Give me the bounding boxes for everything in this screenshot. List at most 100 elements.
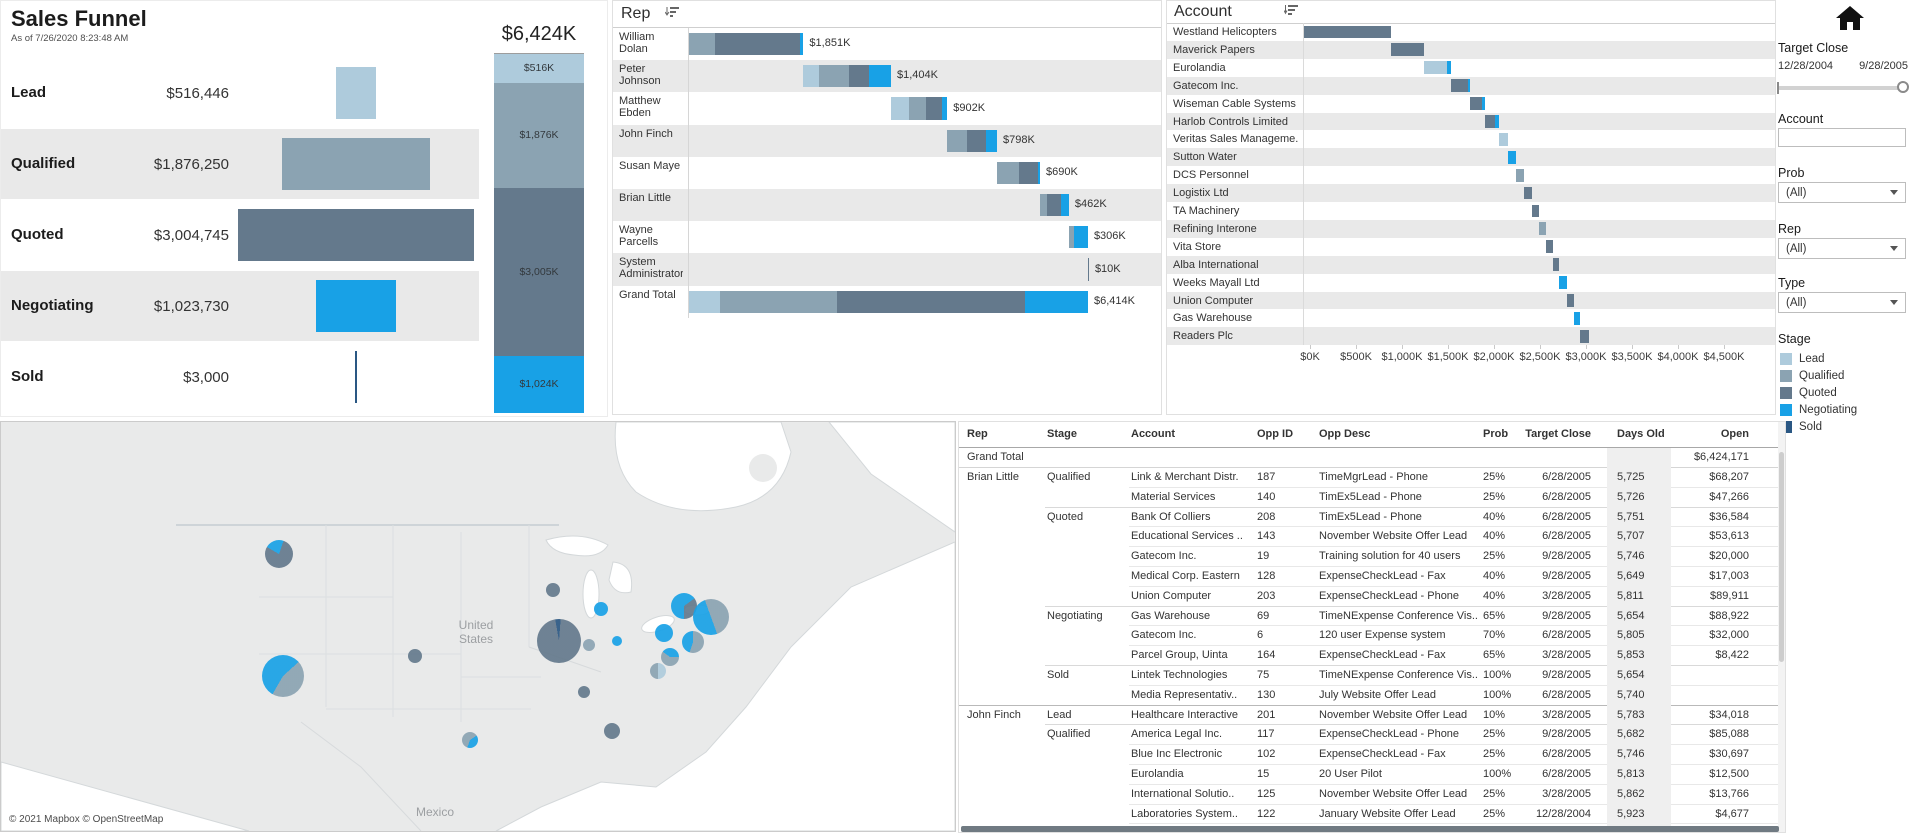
map-pie-bubble[interactable]: [265, 540, 293, 568]
map-pie-bubble[interactable]: [671, 593, 697, 619]
rep-bar-segment-quoted[interactable]: [715, 33, 801, 56]
funnel-stage-label[interactable]: Negotiating: [11, 296, 94, 314]
table-row[interactable]: Quoted Bank Of Colliers 208 TimEx5Lead - Ph…: [959, 506, 1785, 527]
account-name-label[interactable]: TA Machinery: [1173, 205, 1240, 217]
prob-filter-dropdown[interactable]: (All): [1778, 182, 1906, 203]
table-row[interactable]: Union Computer 203 ExpenseCheckLead - Phon…: [959, 585, 1785, 606]
account-bar-segment-quoted[interactable]: [1580, 329, 1590, 343]
map-pie-bubble[interactable]: [546, 583, 560, 597]
column-header-days_old[interactable]: Days Old: [1617, 428, 1665, 440]
target-close-slider-track[interactable]: [1778, 86, 1906, 90]
funnel-bar-negotiating[interactable]: [315, 280, 397, 332]
rep-bar-segment-qualified[interactable]: [688, 33, 716, 56]
table-row[interactable]: Gatecom Inc. 6 120 user Expense system 70% 6…: [959, 625, 1785, 646]
account-name-label[interactable]: Westland Helicopters: [1173, 26, 1277, 38]
rep-bar-segment-quoted[interactable]: [849, 65, 869, 88]
table-row[interactable]: Qualified America Legal Inc. 117 ExpenseChe…: [959, 724, 1785, 745]
account-name-label[interactable]: Harlob Controls Limited: [1173, 115, 1288, 128]
rep-bar-segment-quoted[interactable]: [1087, 258, 1089, 281]
rep-name-label[interactable]: System Administrator: [619, 257, 683, 280]
account-filter-input[interactable]: [1778, 128, 1906, 147]
rep-name-label[interactable]: Brian Little: [619, 193, 671, 204]
account-name-label[interactable]: Readers Plc: [1173, 330, 1233, 343]
target-close-slider-left-handle[interactable]: [1777, 82, 1779, 94]
map-pie-bubble[interactable]: [462, 732, 478, 748]
column-header-target_close[interactable]: Target Close: [1525, 428, 1591, 440]
account-bar-segment-quoted[interactable]: [1470, 97, 1483, 110]
rep-bar-segment-negotiating[interactable]: [1024, 290, 1088, 313]
rep-name-label[interactable]: Matthew Ebden: [619, 96, 661, 119]
table-row[interactable]: Educational Services .. 143 November Websi…: [959, 526, 1785, 547]
table-horizontal-scrollbar[interactable]: [961, 826, 1779, 832]
column-header-prob[interactable]: Prob: [1483, 428, 1509, 440]
account-bar-segment-quoted[interactable]: [1567, 294, 1574, 307]
account-name-label[interactable]: Logistix Ltd: [1173, 187, 1229, 200]
account-bar-segment-quoted[interactable]: [1531, 204, 1539, 218]
rep-bar-segment-qualified[interactable]: [1040, 194, 1048, 217]
account-bar-segment-quoted[interactable]: [1523, 186, 1532, 200]
account-name-label[interactable]: Wiseman Cable Systems: [1173, 97, 1296, 110]
legend-item-negotiating[interactable]: Negotiating: [1780, 401, 1910, 418]
account-bar-segment-quoted[interactable]: [1545, 240, 1553, 254]
account-bar-segment-quoted[interactable]: [1451, 79, 1468, 93]
rep-chart-title[interactable]: Rep: [621, 5, 651, 23]
rep-bar-segment-qualified[interactable]: [909, 97, 926, 120]
rep-bar-segment-qualified[interactable]: [819, 65, 850, 88]
account-bar-segment-quoted[interactable]: [1391, 43, 1424, 57]
rep-bar-segment-qualified[interactable]: [947, 129, 967, 152]
table-row[interactable]: Blue Inc Electronic 102 ExpenseCheckLead -…: [959, 744, 1785, 764]
account-bar-segment-lead[interactable]: [1423, 61, 1447, 75]
column-header-opp_id[interactable]: Opp ID: [1257, 428, 1294, 440]
rep-bar-segment-lead[interactable]: [890, 97, 910, 120]
table-row[interactable]: Material Services 140 TimEx5Lead - Phone 25…: [959, 486, 1785, 507]
map-pie-bubble[interactable]: [655, 624, 673, 642]
map-pie-bubble[interactable]: [578, 686, 590, 698]
table-row[interactable]: Medical Corp. Eastern 128 ExpenseCheckLead…: [959, 566, 1785, 586]
rep-bar-segment-quoted[interactable]: [966, 129, 987, 152]
account-bar-segment-lead[interactable]: [1498, 132, 1508, 146]
map-pie-bubble[interactable]: [682, 631, 704, 653]
rep-bar-segment-quoted[interactable]: [1047, 194, 1061, 217]
grand-total-label[interactable]: Grand Total: [967, 451, 1024, 463]
map-panel[interactable]: United States Mexico © 2021 Mapbox © Ope…: [0, 421, 956, 832]
account-name-label[interactable]: Vita Store: [1173, 240, 1222, 253]
account-name-label[interactable]: Refining Interone: [1173, 222, 1257, 235]
table-row[interactable]: Brian Little Qualified Link & Merchant Dis…: [959, 467, 1785, 487]
account-name-label[interactable]: DCS Personnel: [1173, 169, 1249, 182]
account-name-label[interactable]: Maverick Papers: [1173, 43, 1255, 56]
column-header-open[interactable]: Open: [1720, 428, 1749, 440]
rep-bar-segment-qualified[interactable]: [997, 161, 1019, 184]
map-pie-bubble[interactable]: [693, 599, 729, 635]
funnel-stage-label[interactable]: Quoted: [11, 225, 64, 243]
column-header-stage[interactable]: Stage: [1047, 428, 1077, 440]
account-bar-segment-quoted[interactable]: [1485, 115, 1496, 128]
type-filter-dropdown[interactable]: (All): [1778, 292, 1906, 313]
map-pie-bubble[interactable]: [604, 723, 620, 739]
rep-name-label[interactable]: Susan Maye: [619, 160, 681, 172]
table-row[interactable]: Eurolandia 15 20 User Pilot 100% 6/28/2005 5,…: [959, 764, 1785, 784]
table-row[interactable]: Media Representativ.. 130 July Website Off…: [959, 684, 1785, 705]
rep-name-label[interactable]: William Dolan: [619, 32, 655, 55]
account-name-label[interactable]: Alba International: [1173, 258, 1259, 271]
account-bar-segment-negotiating[interactable]: [1467, 79, 1471, 93]
funnel-stage-label[interactable]: Lead: [11, 83, 47, 101]
legend-item-qualified[interactable]: Qualified: [1780, 367, 1910, 384]
map-pie-bubble[interactable]: [583, 639, 595, 651]
rep-bar-segment-negotiating[interactable]: [941, 97, 948, 120]
account-bar-segment-negotiating[interactable]: [1495, 115, 1499, 128]
legend-item-quoted[interactable]: Quoted: [1780, 384, 1910, 401]
legend-item-lead[interactable]: Lead: [1780, 350, 1910, 367]
rep-bar-segment-negotiating[interactable]: [868, 65, 891, 88]
rep-filter-dropdown[interactable]: (All): [1778, 238, 1906, 259]
rep-bar-segment-negotiating[interactable]: [800, 33, 804, 56]
map-pie-bubble[interactable]: [408, 649, 422, 663]
rep-bar-segment-quoted[interactable]: [925, 97, 942, 120]
account-bar-segment-qualified[interactable]: [1516, 168, 1524, 182]
account-name-label[interactable]: Eurolandia: [1173, 61, 1226, 74]
account-name-label[interactable]: Gas Warehouse: [1173, 312, 1253, 325]
column-header-account[interactable]: Account: [1131, 428, 1175, 440]
rep-bar-segment-quoted[interactable]: [1018, 161, 1039, 184]
funnel-bar-sold[interactable]: [355, 351, 357, 403]
rep-bar-segment-lead[interactable]: [688, 290, 721, 313]
sort-descending-icon[interactable]: [1283, 3, 1299, 21]
